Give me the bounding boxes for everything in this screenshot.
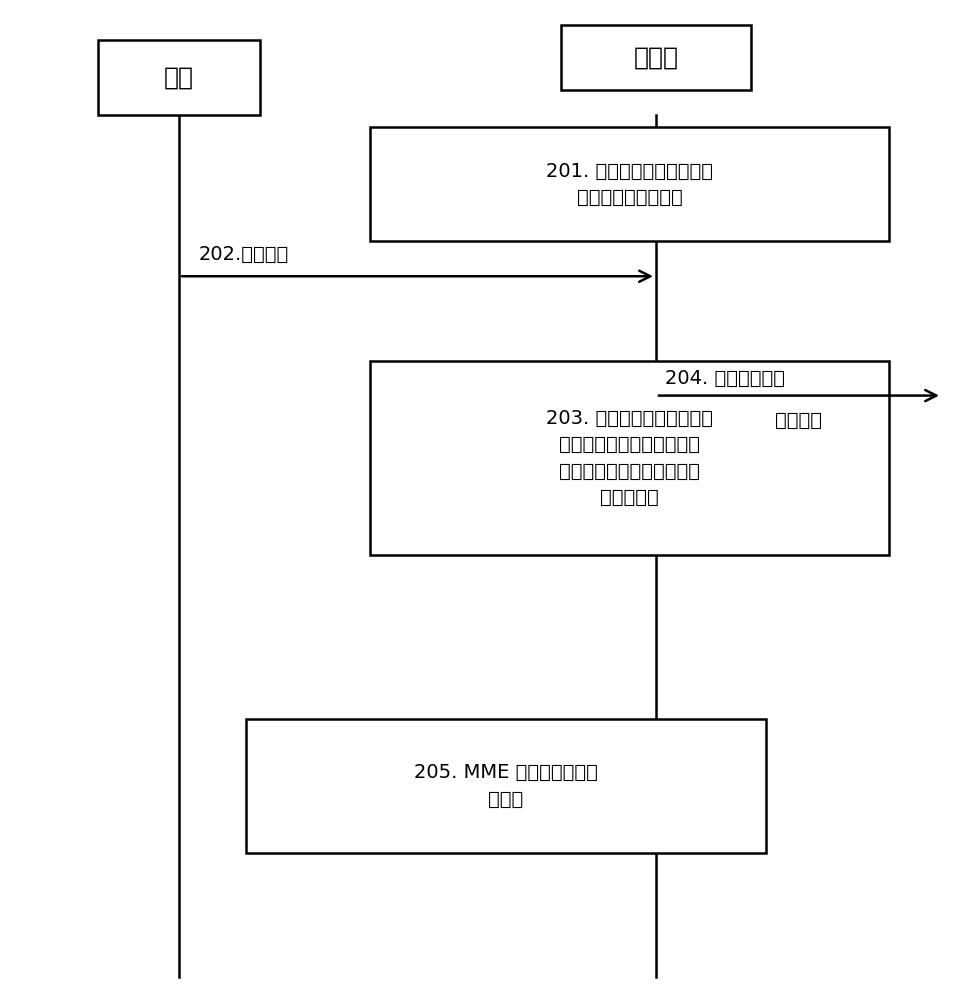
Bar: [98, 40, 260, 115]
Bar: [561, 25, 751, 90]
Text: 网络侧: 网络侧: [633, 45, 678, 69]
Text: 205. MME 对终端执行去附
着操作: 205. MME 对终端执行去附 着操作: [413, 763, 597, 809]
Bar: [370, 361, 890, 555]
Text: 终端信息: 终端信息: [776, 410, 823, 430]
Bar: [246, 719, 765, 853]
Text: 203. 查找终端的签约数据中
是否包含连接丢失的检测参
数，包含时启动对终端的连
接丢失检测: 203. 查找终端的签约数据中 是否包含连接丢失的检测参 数，包含时启动对终端的…: [547, 408, 713, 507]
Text: 204. 上报连接丢失: 204. 上报连接丢失: [666, 369, 785, 388]
Bar: [370, 127, 890, 241]
Text: 201. 终端的签约数据中增设
连接丢失的检测参数: 201. 终端的签约数据中增设 连接丢失的检测参数: [547, 162, 713, 207]
Text: 终端: 终端: [164, 65, 194, 89]
Text: 202.附着请求: 202.附着请求: [199, 245, 289, 264]
